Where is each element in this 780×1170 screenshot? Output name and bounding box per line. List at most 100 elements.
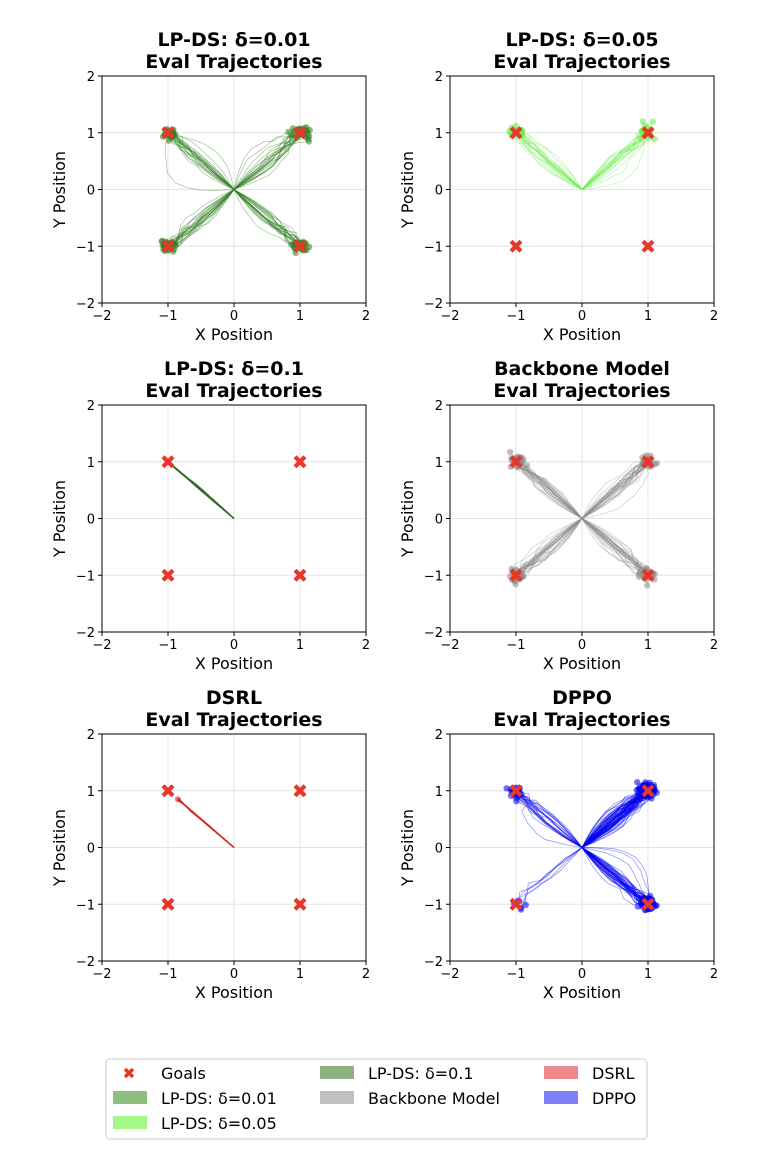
subplot-title: Backbone Model bbox=[494, 358, 670, 380]
trajectory-line bbox=[581, 790, 650, 848]
trajectory-line bbox=[518, 466, 583, 519]
goal-marker bbox=[293, 784, 307, 798]
trajectory-line bbox=[518, 463, 583, 519]
trajectory-line bbox=[163, 189, 235, 247]
trajectory-line bbox=[581, 462, 650, 519]
legend-entry: LP-DS: δ=0.05 bbox=[113, 1114, 277, 1133]
legend-swatch bbox=[544, 1091, 578, 1104]
trajectory-line bbox=[519, 518, 583, 580]
trajectory-line bbox=[514, 518, 583, 573]
y-tick-label: 2 bbox=[87, 70, 95, 85]
trajectory-line bbox=[521, 130, 583, 190]
trajectory-line bbox=[581, 138, 655, 190]
trajectory-line bbox=[581, 463, 651, 519]
trajectory-line bbox=[581, 787, 652, 848]
trajectory-line bbox=[581, 790, 651, 848]
trajectory-line bbox=[520, 462, 583, 519]
y-tick-label: 0 bbox=[435, 184, 443, 199]
trajectory-line bbox=[581, 130, 642, 190]
trajectory-line bbox=[581, 791, 650, 848]
trajectory-line bbox=[521, 461, 583, 519]
trajectory-line bbox=[520, 462, 583, 519]
trajectory-line bbox=[581, 127, 648, 190]
legend-entry: LP-DS: δ=0.1 bbox=[320, 1064, 474, 1083]
trajectory-line bbox=[581, 518, 645, 577]
trajectory-line bbox=[581, 847, 651, 902]
trajectory-line bbox=[233, 189, 295, 248]
trajectory-line bbox=[172, 189, 235, 252]
subplot-title: LP-DS: δ=0.05 bbox=[505, 29, 658, 51]
trajectory-line bbox=[581, 457, 643, 519]
x-tick-label: −1 bbox=[158, 967, 177, 982]
trajectory-line bbox=[581, 788, 652, 848]
trajectory-line bbox=[514, 458, 583, 519]
trajectory-line bbox=[581, 459, 649, 519]
trajectory-line bbox=[168, 189, 235, 247]
x-tick-label: −2 bbox=[440, 309, 459, 324]
trajectory-line bbox=[233, 131, 292, 190]
trajectory-line bbox=[517, 791, 583, 848]
x-axis-label: X Position bbox=[195, 325, 273, 344]
trajectory-line bbox=[519, 457, 583, 519]
trajectory-endpoint bbox=[522, 901, 529, 909]
trajectory-line bbox=[581, 792, 647, 848]
trajectory-line bbox=[581, 790, 653, 848]
goal-marker bbox=[293, 455, 307, 469]
trajectory-line bbox=[581, 135, 651, 190]
trajectory-line bbox=[233, 135, 309, 190]
trajectory-line bbox=[581, 460, 647, 519]
trajectory-line bbox=[515, 518, 583, 570]
trajectory-line bbox=[581, 847, 643, 907]
x-tick-label: 0 bbox=[230, 309, 238, 324]
trajectory-line bbox=[581, 518, 650, 578]
trajectory-line bbox=[581, 456, 648, 519]
x-tick-label: 2 bbox=[362, 309, 370, 324]
trajectory-line bbox=[581, 518, 655, 580]
trajectory-line bbox=[581, 518, 648, 574]
trajectory-line bbox=[581, 784, 650, 848]
trajectory-line bbox=[233, 137, 297, 190]
trajectory-line bbox=[581, 455, 651, 519]
trajectory-line bbox=[233, 127, 305, 190]
legend-label: LP-DS: δ=0.05 bbox=[161, 1114, 277, 1133]
trajectory-line bbox=[511, 518, 583, 580]
trajectory-line bbox=[581, 785, 646, 848]
trajectory-line bbox=[233, 189, 310, 248]
trajectory-line bbox=[163, 189, 235, 250]
trajectory-line bbox=[581, 465, 651, 519]
trajectory-line bbox=[581, 847, 650, 910]
trajectory-line bbox=[581, 847, 643, 900]
trajectory-line bbox=[513, 790, 583, 848]
trajectory-line bbox=[233, 189, 297, 244]
x-tick-label: −2 bbox=[92, 309, 111, 324]
trajectory-line bbox=[176, 799, 235, 848]
trajectory-line bbox=[170, 131, 235, 190]
trajectory-endpoint bbox=[520, 573, 527, 580]
trajectories bbox=[174, 796, 235, 848]
x-tick-label: 0 bbox=[578, 309, 586, 324]
trajectory-line bbox=[514, 787, 583, 848]
trajectory-line bbox=[581, 461, 651, 519]
trajectory-endpoint bbox=[506, 448, 514, 456]
legend-entry: Goals bbox=[123, 1064, 206, 1083]
trajectory-line bbox=[581, 462, 644, 519]
subplot-subtitle: Eval Trajectories bbox=[145, 51, 322, 73]
trajectory-line bbox=[168, 134, 235, 190]
trajectory-line bbox=[517, 134, 583, 190]
trajectory-line bbox=[172, 134, 235, 190]
trajectory-line bbox=[581, 797, 652, 848]
trajectory-line bbox=[581, 847, 651, 907]
trajectory-line bbox=[525, 847, 583, 905]
trajectory-line bbox=[515, 518, 583, 585]
trajectory-line bbox=[517, 787, 583, 848]
trajectory-line bbox=[581, 518, 650, 574]
trajectory-line bbox=[517, 790, 583, 848]
trajectory-line bbox=[511, 127, 583, 190]
trajectory-line bbox=[581, 518, 642, 574]
trajectory-line bbox=[233, 189, 298, 245]
trajectory-line bbox=[233, 189, 302, 247]
trajectory-line bbox=[581, 518, 644, 576]
trajectory-endpoint bbox=[503, 785, 510, 792]
x-tick-label: −1 bbox=[506, 638, 525, 653]
trajectory-line bbox=[581, 790, 652, 848]
